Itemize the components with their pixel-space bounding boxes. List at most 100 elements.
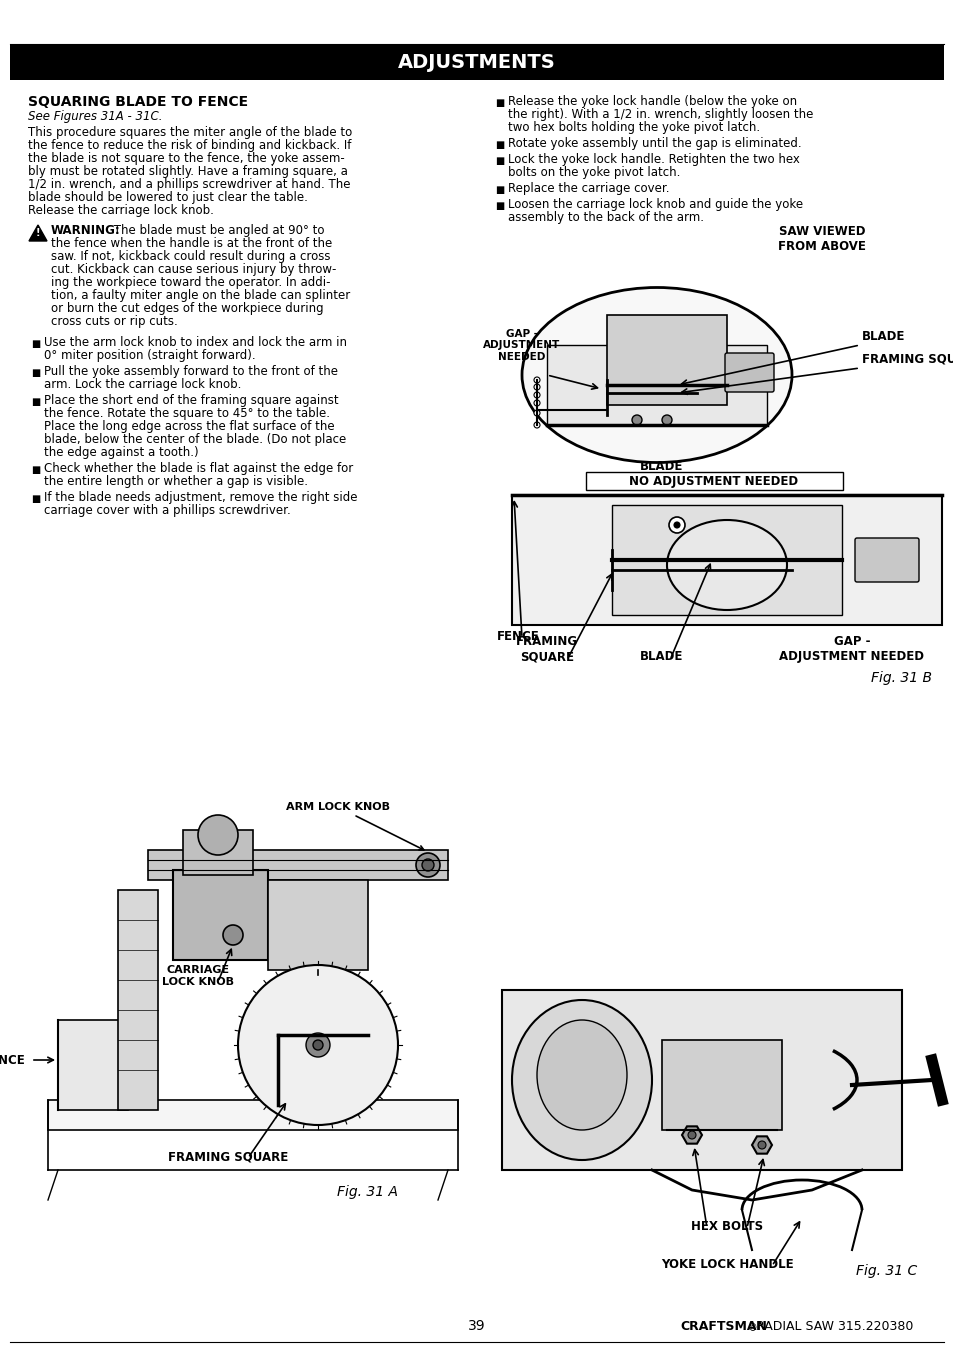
Polygon shape [172,870,268,959]
Text: saw. If not, kickback could result during a cross: saw. If not, kickback could result durin… [51,250,330,264]
FancyBboxPatch shape [724,353,773,391]
Polygon shape [58,1021,128,1110]
Ellipse shape [521,288,791,462]
Text: Release the carriage lock knob.: Release the carriage lock knob. [28,204,213,217]
Text: ■: ■ [30,368,40,378]
Text: If the blade needs adjustment, remove the right side: If the blade needs adjustment, remove th… [44,491,357,504]
Text: ■: ■ [30,465,40,476]
Text: ■: ■ [30,338,40,349]
Text: two hex bolts holding the yoke pivot latch.: two hex bolts holding the yoke pivot lat… [507,121,760,135]
Text: bly must be rotated slightly. Have a framing square, a: bly must be rotated slightly. Have a fra… [28,164,348,178]
Text: assembly to the back of the arm.: assembly to the back of the arm. [507,211,703,224]
Text: or burn the cut edges of the workpiece during: or burn the cut edges of the workpiece d… [51,302,323,315]
Text: GAP -
ADJUSTMENT
NEEDED: GAP - ADJUSTMENT NEEDED [483,329,560,361]
Polygon shape [118,890,158,1110]
Ellipse shape [512,1000,651,1161]
Text: blade, below the center of the blade. (Do not place: blade, below the center of the blade. (D… [44,434,346,446]
FancyBboxPatch shape [661,1040,781,1129]
Text: BLADE: BLADE [639,459,683,473]
Circle shape [198,815,237,855]
Circle shape [421,859,434,871]
FancyBboxPatch shape [854,538,918,582]
Text: Pull the yoke assembly forward to the front of the: Pull the yoke assembly forward to the fr… [44,366,337,378]
Text: carriage cover with a phillips screwdriver.: carriage cover with a phillips screwdriv… [44,504,291,516]
Text: the right). With a 1/2 in. wrench, slightly loosen the: the right). With a 1/2 in. wrench, sligh… [507,107,813,121]
FancyBboxPatch shape [183,830,253,875]
Circle shape [534,391,539,398]
Text: Fig. 31 A: Fig. 31 A [336,1185,397,1199]
Text: CRAFTSMAN: CRAFTSMAN [679,1320,766,1333]
Text: Loosen the carriage lock knob and guide the yoke: Loosen the carriage lock knob and guide … [507,198,802,211]
Text: arm. Lock the carriage lock knob.: arm. Lock the carriage lock knob. [44,378,241,391]
Text: ■: ■ [495,185,504,194]
Text: WARNING:: WARNING: [51,224,121,236]
Circle shape [534,376,539,383]
Text: 0° miter position (straight forward).: 0° miter position (straight forward). [44,349,255,361]
Text: ®: ® [747,1324,757,1333]
Text: ■: ■ [495,156,504,166]
Text: Fig. 31 C: Fig. 31 C [855,1264,916,1277]
Ellipse shape [666,520,786,610]
Text: ■: ■ [495,201,504,211]
Text: CARRIAGE
LOCK KNOB: CARRIAGE LOCK KNOB [162,965,233,987]
Circle shape [631,414,641,425]
Text: FENCE: FENCE [0,1053,26,1067]
FancyBboxPatch shape [546,345,766,425]
Text: This procedure squares the miter angle of the blade to: This procedure squares the miter angle o… [28,126,352,139]
Text: FRAMING SQUARE: FRAMING SQUARE [862,353,953,366]
Circle shape [534,410,539,416]
Text: Rotate yoke assembly until the gap is eliminated.: Rotate yoke assembly until the gap is el… [507,137,801,149]
FancyBboxPatch shape [606,315,726,405]
Text: Place the long edge across the flat surface of the: Place the long edge across the flat surf… [44,420,335,434]
Text: tion, a faulty miter angle on the blade can splinter: tion, a faulty miter angle on the blade … [51,289,350,302]
Text: ■: ■ [495,98,504,107]
Text: BLADE: BLADE [862,330,904,342]
Text: FRAMING
SQUARE: FRAMING SQUARE [516,635,578,663]
Text: Lock the yoke lock handle. Retighten the two hex: Lock the yoke lock handle. Retighten the… [507,154,799,166]
Circle shape [534,385,539,390]
Circle shape [673,522,679,529]
Text: ADJUSTMENTS: ADJUSTMENTS [397,53,556,72]
Circle shape [416,853,439,877]
Circle shape [668,516,684,533]
Polygon shape [681,1127,701,1144]
Text: ■: ■ [495,140,504,149]
Text: 1/2 in. wrench, and a phillips screwdriver at hand. The: 1/2 in. wrench, and a phillips screwdriv… [28,178,350,192]
Text: ARM LOCK KNOB: ARM LOCK KNOB [286,802,423,849]
Circle shape [306,1033,330,1057]
Text: ing the workpiece toward the operator. In addi-: ing the workpiece toward the operator. I… [51,276,330,289]
FancyBboxPatch shape [612,506,841,616]
Text: the fence when the handle is at the front of the: the fence when the handle is at the fron… [51,236,332,250]
Polygon shape [29,226,47,241]
Text: Replace the carriage cover.: Replace the carriage cover. [507,182,669,194]
Text: FRAMING SQUARE: FRAMING SQUARE [168,1150,288,1163]
Circle shape [758,1142,765,1148]
Circle shape [237,965,397,1125]
Text: ■: ■ [30,495,40,504]
Polygon shape [751,1136,771,1154]
Text: SAW VIEWED
FROM ABOVE: SAW VIEWED FROM ABOVE [778,226,865,253]
Text: the entire length or whether a gap is visible.: the entire length or whether a gap is vi… [44,476,308,488]
Text: the fence to reduce the risk of binding and kickback. If: the fence to reduce the risk of binding … [28,139,351,152]
Circle shape [534,423,539,428]
Polygon shape [148,849,448,881]
Text: the blade is not square to the fence, the yoke assem-: the blade is not square to the fence, th… [28,152,344,164]
Text: Fig. 31 B: Fig. 31 B [870,671,931,685]
FancyBboxPatch shape [585,472,842,491]
Text: Check whether the blade is flat against the edge for: Check whether the blade is flat against … [44,462,353,476]
Text: GAP -
ADJUSTMENT NEEDED: GAP - ADJUSTMENT NEEDED [779,635,923,663]
Circle shape [687,1131,696,1139]
Text: blade should be lowered to just clear the table.: blade should be lowered to just clear th… [28,192,308,204]
Text: Place the short end of the framing square against: Place the short end of the framing squar… [44,394,338,406]
Text: NO ADJUSTMENT NEEDED: NO ADJUSTMENT NEEDED [629,474,798,488]
FancyBboxPatch shape [10,43,943,80]
Text: !: ! [35,228,40,238]
Text: the fence. Rotate the square to 45° to the table.: the fence. Rotate the square to 45° to t… [44,406,330,420]
Text: the edge against a tooth.): the edge against a tooth.) [44,446,198,459]
Text: SQUARING BLADE TO FENCE: SQUARING BLADE TO FENCE [28,95,248,109]
Text: cut. Kickback can cause serious injury by throw-: cut. Kickback can cause serious injury b… [51,264,336,276]
Text: FENCE: FENCE [497,631,539,643]
Text: 39: 39 [468,1320,485,1333]
Circle shape [313,1040,323,1051]
Text: bolts on the yoke pivot latch.: bolts on the yoke pivot latch. [507,166,679,179]
